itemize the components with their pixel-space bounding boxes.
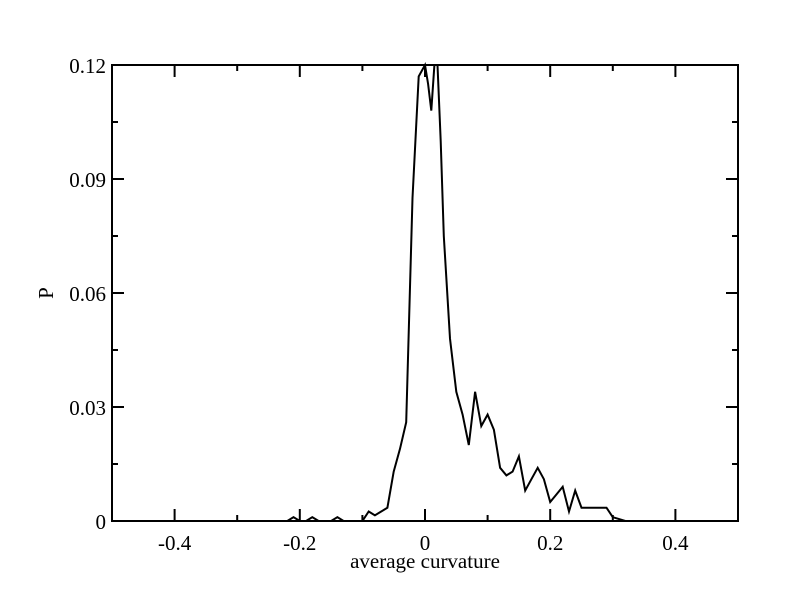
y-tick-label: 0.03 — [69, 396, 106, 420]
y-tick-label: 0 — [96, 510, 107, 534]
y-axis-title: P — [34, 287, 58, 299]
y-tick-label: 0.09 — [69, 168, 106, 192]
x-tick-label: -0.4 — [158, 531, 192, 555]
plot-frame — [111, 64, 739, 522]
x-tick-label: 0.2 — [537, 531, 563, 555]
series-line — [112, 61, 738, 522]
axis-ticks — [111, 64, 739, 522]
y-tick-label: 0.06 — [69, 282, 106, 306]
x-tick-label: 0.4 — [662, 531, 689, 555]
y-tick-label: 0.12 — [69, 54, 106, 78]
x-tick-label: 0 — [420, 531, 431, 555]
tick-labels: -0.4 -0.2 0 0.2 0.4 0 0.03 0.06 0.09 0.12 — [69, 54, 689, 555]
x-tick-label: -0.2 — [283, 531, 316, 555]
x-axis-title: average curvature — [350, 549, 500, 573]
